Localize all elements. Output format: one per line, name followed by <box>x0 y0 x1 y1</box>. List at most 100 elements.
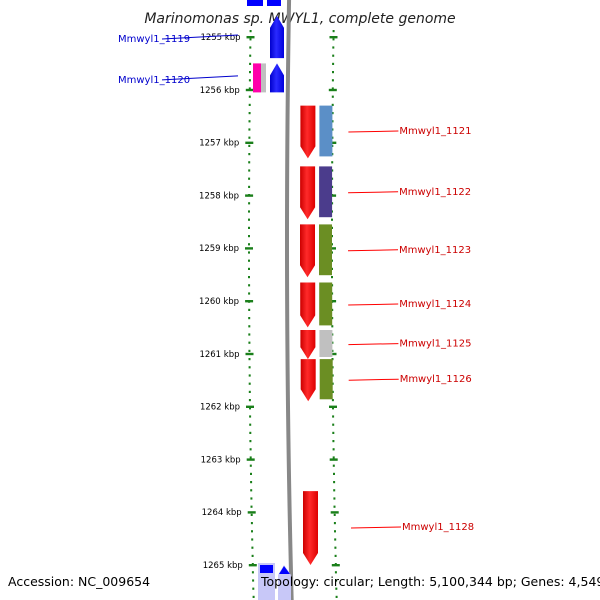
tick-mark <box>245 88 254 92</box>
track-dot <box>248 95 251 98</box>
cog-bar-Mmwyl1_1120 <box>253 63 261 93</box>
track-dot <box>331 218 333 221</box>
track-dot <box>248 202 251 205</box>
label-leader <box>161 75 239 81</box>
label-leader <box>350 526 402 529</box>
track-dot <box>334 546 337 549</box>
track-dot <box>248 185 251 188</box>
tick-mark <box>328 88 337 92</box>
track-dot <box>333 505 336 508</box>
track-dot <box>250 522 253 525</box>
track-dot <box>332 38 335 41</box>
tick-mark <box>248 564 257 567</box>
track-dot <box>335 587 338 590</box>
track-dot <box>248 243 250 246</box>
track-dot <box>248 218 250 221</box>
cog-bar-Mmwyl1_1126 <box>319 359 333 400</box>
track-dot <box>251 571 254 574</box>
track-dot <box>332 423 335 426</box>
gene-arrow-Mmwyl1_1126 <box>300 359 316 402</box>
track-dot <box>331 276 333 279</box>
label-leader <box>348 343 399 346</box>
tick-mark <box>331 564 340 567</box>
accession-text: Accession: NC_009654 <box>8 574 150 589</box>
track-dot <box>334 538 337 541</box>
map-title: Marinomonas sp. MWYL1, complete genome <box>144 11 455 27</box>
track-dot <box>248 210 250 213</box>
track-dot <box>331 120 334 123</box>
track-dot <box>248 251 250 254</box>
track-dot <box>248 177 251 180</box>
gene-arrow-Mmwyl1_1119 <box>270 15 284 59</box>
track-dot <box>331 161 334 164</box>
tick-label: 1258 kbp <box>199 191 239 201</box>
cog-bar-Mmwyl1_1123 <box>319 224 332 276</box>
track-dot <box>248 358 251 361</box>
track-dot <box>248 292 251 295</box>
cog-bar-Mmwyl1_1125 <box>319 330 333 357</box>
track-dot <box>248 366 251 369</box>
track-dot <box>335 579 338 582</box>
track-dot <box>333 481 336 484</box>
track-dot <box>248 169 251 172</box>
track-dot <box>248 341 251 344</box>
track-dot <box>248 399 251 402</box>
tick-mark <box>245 194 254 197</box>
tick-mark <box>330 511 339 514</box>
cog-bar-Mmwyl1_1122 <box>319 166 333 218</box>
tick-mark <box>245 247 253 250</box>
gene-label-Mmwyl1_1121: Mmwyl1_1121 <box>399 126 471 137</box>
gene-label-Mmwyl1_1126: Mmwyl1_1126 <box>400 374 472 385</box>
track-dot <box>248 317 251 320</box>
track-dot <box>333 513 336 516</box>
track-dot <box>248 259 250 262</box>
track-dot <box>248 390 251 393</box>
track-dot <box>250 481 253 484</box>
gene-arrow-Mmwyl1_1128 <box>303 491 318 565</box>
tick-mark <box>329 458 338 461</box>
track-dot <box>248 374 251 377</box>
tick-label: 1256 kbp <box>200 86 240 96</box>
label-leader <box>161 34 239 40</box>
track-dot <box>333 472 335 475</box>
tick-mark <box>246 458 255 461</box>
track-dot <box>332 71 334 74</box>
gene-arrow-Mmwyl1_1121 <box>300 105 316 159</box>
track-dot <box>250 505 253 508</box>
track-dot <box>332 407 334 410</box>
label-leader <box>347 249 399 252</box>
track-dot <box>250 513 253 516</box>
track-dot <box>249 440 252 443</box>
track-dot <box>331 103 334 106</box>
label-leader <box>348 130 399 133</box>
gene-labels: Mmwyl1_1119 Mmwyl1_1120 Mmwyl1_1121 Mmwyl1_… <box>118 34 474 533</box>
tick-label: 1260 kbp <box>199 297 239 307</box>
track-dot <box>248 226 250 229</box>
gene-arrow-Mmwyl1_1125 <box>300 330 316 360</box>
track-dot <box>249 30 252 33</box>
gene-label-Mmwyl1_1124: Mmwyl1_1124 <box>399 299 471 310</box>
tick-mark <box>329 405 337 408</box>
track-dot <box>252 587 255 590</box>
track-dot <box>332 464 335 467</box>
track-dot <box>251 546 254 549</box>
partial-gene-top <box>247 0 263 6</box>
tick-label: 1265 kbp <box>203 561 243 571</box>
track-dot <box>249 423 252 426</box>
gene-label-Mmwyl1_1123: Mmwyl1_1123 <box>399 245 471 256</box>
tick-mark <box>246 405 254 408</box>
track-dot <box>252 579 255 582</box>
track-dot <box>251 530 253 533</box>
kbp-ticks: 1255 kbp 1256 kbp 1257 kbp 1258 kbp 1259 kbp… <box>199 33 340 571</box>
topology-text: Topology: circular; Length: 5,100,344 bp… <box>260 574 600 589</box>
track-dot <box>334 554 337 557</box>
track-dot <box>334 530 336 533</box>
track-dot <box>334 571 337 574</box>
tick-mark <box>328 352 337 356</box>
track-dot <box>332 30 335 33</box>
track-dot <box>249 431 252 434</box>
track-dot <box>249 415 252 418</box>
track-dot <box>333 497 336 500</box>
